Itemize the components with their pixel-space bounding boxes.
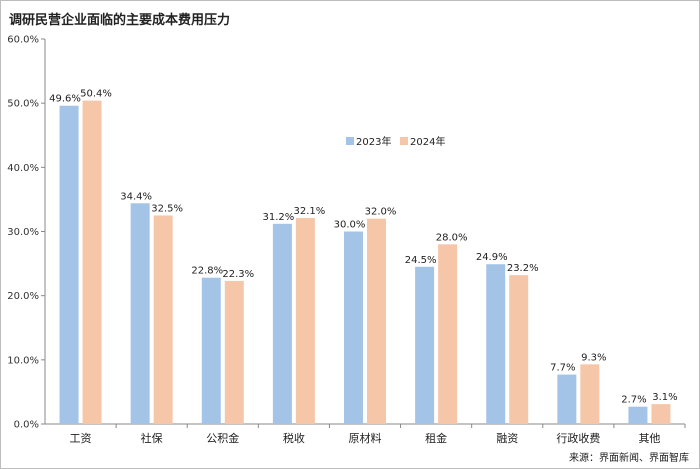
y-tick-label: 60.0% — [7, 35, 39, 46]
x-category-label: 融资 — [496, 432, 518, 445]
data-label: 31.2% — [262, 212, 294, 223]
bar-2024 — [509, 275, 529, 424]
bar-2023 — [130, 203, 150, 424]
data-label: 28.0% — [436, 232, 468, 243]
bar-2024 — [295, 218, 315, 424]
x-category-label: 租金 — [425, 431, 447, 445]
legend-label: 2023年 — [356, 135, 391, 148]
bar-2023 — [486, 264, 506, 424]
bar-2024 — [367, 218, 386, 424]
bar-2023 — [59, 105, 79, 424]
data-label: 32.0% — [365, 207, 397, 218]
data-label: 22.8% — [191, 266, 223, 277]
data-label: 32.1% — [293, 206, 325, 217]
data-label: 34.4% — [120, 191, 152, 202]
bar-2023 — [344, 231, 363, 424]
data-label: 50.4% — [80, 89, 112, 100]
data-label: 30.0% — [334, 220, 366, 231]
chart-title: 调研民营企业面临的主要成本费用压力 — [9, 13, 231, 28]
x-category-label: 社保 — [141, 431, 163, 445]
data-label: 24.9% — [476, 252, 508, 263]
x-category-label: 公积金 — [206, 431, 239, 445]
data-label: 9.3% — [581, 352, 606, 363]
y-tick-label: 20.0% — [7, 291, 39, 302]
x-category-label: 原材料 — [349, 431, 382, 445]
y-tick-label: 10.0% — [7, 355, 39, 366]
bar-2023 — [628, 406, 648, 424]
y-tick-label: 40.0% — [7, 163, 39, 174]
x-category-label: 税收 — [283, 431, 305, 445]
data-label: 3.1% — [652, 392, 677, 403]
bar-2024 — [651, 404, 671, 424]
data-label: 32.5% — [151, 203, 183, 214]
bar-2024 — [224, 280, 244, 424]
legend-label: 2024年 — [410, 135, 445, 148]
bar-2023 — [415, 266, 435, 424]
bar-2024 — [438, 244, 458, 424]
bar-2023 — [557, 374, 577, 424]
bar-2023 — [201, 277, 221, 424]
data-label: 22.3% — [222, 269, 254, 280]
data-label: 23.2% — [507, 263, 539, 274]
bar-2024 — [153, 215, 173, 424]
x-category-label: 工资 — [70, 432, 92, 445]
data-label: 7.7% — [550, 363, 575, 374]
y-tick-label: 0.0% — [14, 420, 39, 431]
data-label: 2.7% — [621, 395, 646, 406]
legend-swatch — [346, 137, 354, 145]
data-label: 24.5% — [405, 255, 437, 266]
y-tick-label: 30.0% — [7, 227, 39, 238]
bar-2023 — [272, 223, 292, 424]
bar-2024 — [580, 364, 600, 424]
x-category-label: 其他 — [638, 432, 660, 445]
legend-swatch — [400, 137, 408, 145]
y-tick-label: 50.0% — [7, 99, 39, 110]
x-category-label: 行政收费 — [556, 431, 600, 445]
source-note: 来源：界面新闻、界面智库 — [569, 453, 689, 464]
data-label: 49.6% — [49, 94, 81, 105]
bar-2024 — [82, 100, 102, 424]
